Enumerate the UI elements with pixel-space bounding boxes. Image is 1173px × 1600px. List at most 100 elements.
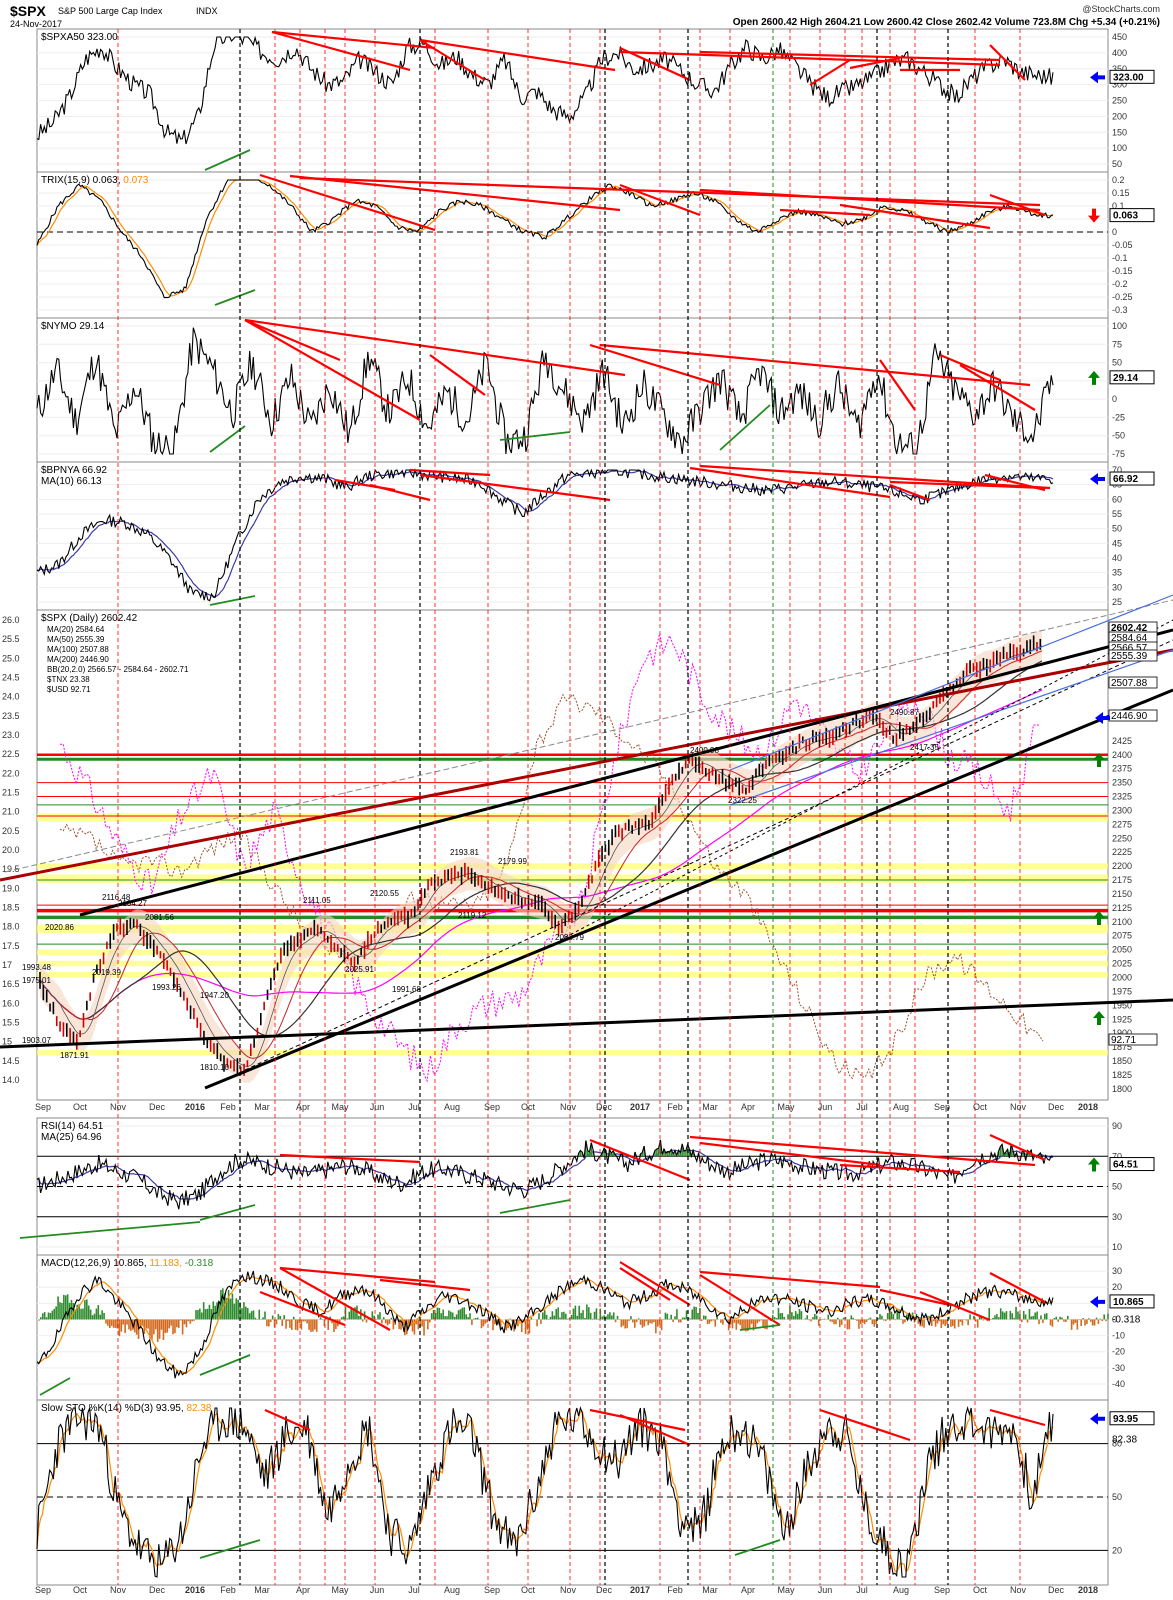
x-axis-label: Jul	[408, 1585, 420, 1595]
up-arrow-icon	[1088, 370, 1100, 385]
price-annotation: 1871.91	[60, 1051, 89, 1060]
y-tick-label: 200	[1112, 111, 1127, 121]
trend-line	[271, 30, 411, 72]
trend-line	[419, 39, 486, 81]
price-right-label: 2566.57	[1111, 643, 1148, 654]
last-hist: -0.318	[1112, 1314, 1141, 1325]
trend-line	[689, 1135, 1036, 1167]
trend-line	[244, 319, 421, 421]
panel-ma-label: MA(25) 64.96	[41, 1132, 102, 1143]
last-value-box	[1109, 370, 1155, 385]
left-tick-label: 26.0	[2, 615, 20, 625]
trend-line	[289, 174, 621, 212]
x-axis-label: Nov	[1010, 1585, 1027, 1595]
x-axis-label: Oct	[521, 1102, 536, 1112]
price-annotation: 2119.12	[458, 911, 487, 920]
left-tick-label: 19.0	[2, 883, 20, 893]
y-tick-label: 250	[1112, 96, 1127, 106]
last-signal: 82.38	[1112, 1434, 1137, 1445]
y-tick-label: 0	[1112, 394, 1117, 404]
trend-line	[279, 1266, 436, 1284]
support-zone	[37, 874, 1108, 883]
price-tick-label: 2250	[1112, 833, 1132, 843]
support-zone	[37, 863, 1108, 869]
panel-macd: -40-30-20-100102030MACD(12,26,9) 10.865,…	[36, 1254, 1155, 1401]
x-axis-label: Dec	[1048, 1585, 1065, 1595]
last-value: 64.51	[1113, 1160, 1138, 1171]
x-axis-label: Jul	[856, 1102, 868, 1112]
usd-line	[59, 693, 1044, 1080]
price-annotation: 2179.99	[498, 857, 527, 866]
title-signal: 82.38	[186, 1403, 211, 1414]
trend-line	[619, 50, 1001, 67]
x-axis-label: 2018	[1078, 1102, 1098, 1112]
trend-line	[619, 1267, 671, 1301]
y-tick-label: 30	[1112, 582, 1122, 592]
support-line	[19, 1221, 201, 1239]
left-tick-label: 17.5	[2, 941, 20, 951]
price-tick-label: 2125	[1112, 903, 1132, 913]
price-tick-label: 1800	[1112, 1084, 1132, 1094]
trend-line	[589, 1408, 686, 1432]
price-annotation: 2120.55	[370, 889, 399, 898]
y-tick-label: -0.05	[1112, 240, 1133, 250]
price-annotation: 1975.01	[22, 976, 51, 985]
trend-line	[379, 1278, 471, 1292]
ma50-line	[39, 650, 1043, 1059]
y-tick-label: 70	[1112, 1151, 1122, 1161]
x-axis-label: May	[777, 1585, 795, 1595]
up-arrow-icon	[1093, 1011, 1105, 1025]
price-tick-label: 2000	[1112, 973, 1132, 983]
trend-line	[989, 193, 1046, 217]
trend-line	[429, 354, 486, 396]
x-axis-label: Oct	[521, 1585, 536, 1595]
support-line	[499, 1199, 571, 1214]
x-axis-label: Mar	[702, 1102, 718, 1112]
x-axis-label: Sep	[35, 1585, 51, 1595]
trend-line	[259, 1290, 346, 1327]
x-axis-label: Mar	[702, 1585, 718, 1595]
panel-trix: -0.3-0.25-0.2-0.15-0.1-0.0500.050.10.150…	[36, 171, 1155, 319]
price-annotation: 2081.56	[145, 913, 174, 922]
last-value: 29.14	[1113, 373, 1138, 384]
panel-ma-label: MA(10) 66.13	[41, 476, 102, 487]
left-tick-label: 21.0	[2, 807, 20, 817]
price-right-label: 92.71	[1111, 1035, 1136, 1046]
price-annotation: 2490.87	[890, 708, 919, 717]
trend-line	[839, 203, 991, 230]
indicator-line	[36, 179, 1054, 299]
x-axis-label: Sep	[484, 1585, 500, 1595]
support-line	[199, 1354, 251, 1376]
signal-line	[36, 179, 1054, 297]
trend-line	[879, 359, 916, 411]
y-tick-label: 50	[1112, 1492, 1122, 1502]
x-axis-label: 2016	[185, 1585, 205, 1595]
y-tick-label: 20	[1112, 1545, 1122, 1555]
y-tick-label: 50	[1112, 1182, 1122, 1192]
x-axis-label: Jul	[856, 1585, 868, 1595]
trend-line	[809, 59, 851, 86]
y-tick-label: 50	[1112, 159, 1122, 169]
last-value: 10.865	[1113, 1297, 1144, 1308]
left-arrow-icon	[1090, 1295, 1105, 1308]
x-axis-label: Apr	[741, 1102, 755, 1112]
price-right-label: 2584.64	[1111, 633, 1148, 644]
x-axis-label: Sep	[934, 1102, 950, 1112]
left-tick-label: 14.5	[2, 1056, 20, 1066]
y-tick-label: 20	[1112, 1282, 1122, 1292]
x-axis-label: Aug	[444, 1102, 460, 1112]
last-value: 93.95	[1113, 1414, 1138, 1425]
support-line	[499, 431, 571, 441]
panel-title: $BPNYA 66.92	[41, 465, 107, 476]
x-axis-label: Jun	[818, 1585, 833, 1595]
panel-title: RSI(14) 64.51	[41, 1121, 104, 1132]
trend-line	[779, 208, 871, 217]
panel-title: TRIX(15,9) 0.063, 0.073	[41, 175, 149, 186]
last-value-box	[1109, 1294, 1155, 1309]
x-axis-label: May	[331, 1585, 349, 1595]
price-tick-label: 1875	[1112, 1042, 1132, 1052]
price-tick-label: 2325	[1112, 792, 1132, 802]
price-tick-label: 2300	[1112, 805, 1132, 815]
green-support-lines	[19, 149, 781, 1559]
